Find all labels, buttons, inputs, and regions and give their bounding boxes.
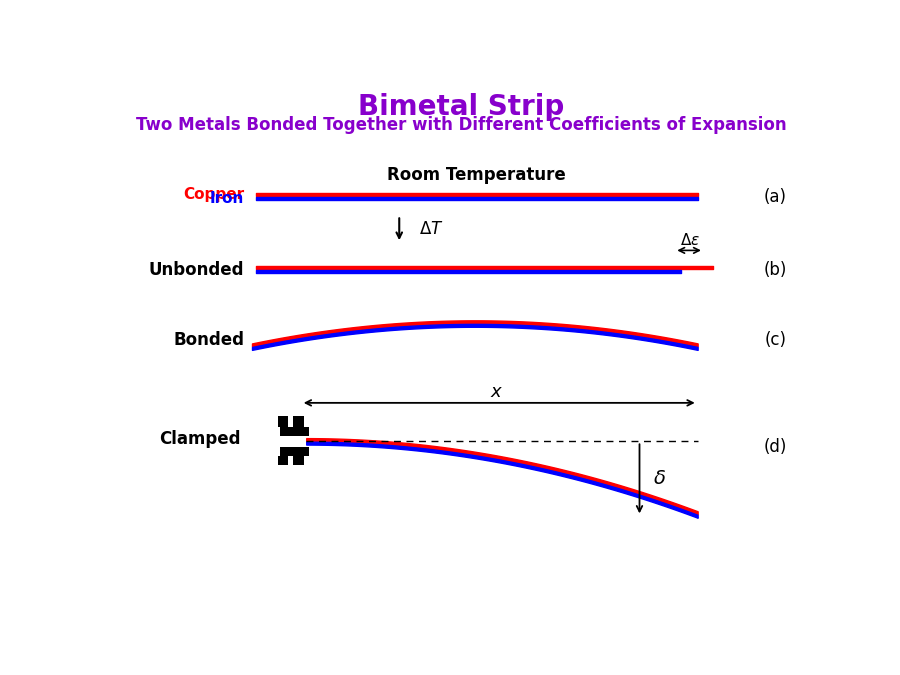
Text: Two Metals Bonded Together with Different Coefficients of Expansion: Two Metals Bonded Together with Differen… <box>136 115 787 134</box>
Text: Room Temperature: Room Temperature <box>387 166 566 184</box>
Text: x: x <box>491 383 501 401</box>
Text: (b): (b) <box>763 261 787 279</box>
Bar <box>280 447 310 456</box>
Text: Copper: Copper <box>183 187 244 202</box>
Bar <box>293 416 304 427</box>
Text: Clamped: Clamped <box>159 430 240 448</box>
Text: (c): (c) <box>764 331 786 349</box>
Text: (d): (d) <box>763 438 787 456</box>
Bar <box>280 427 310 436</box>
Text: Bimetal Strip: Bimetal Strip <box>358 92 564 121</box>
Text: $\delta$: $\delta$ <box>653 469 667 488</box>
Bar <box>277 416 288 427</box>
Text: Unbonded: Unbonded <box>148 261 244 279</box>
Bar <box>277 456 288 465</box>
Text: Bonded: Bonded <box>173 331 244 349</box>
Bar <box>293 456 304 465</box>
Text: $\Delta T$: $\Delta T$ <box>418 220 443 238</box>
Text: (a): (a) <box>763 188 787 205</box>
Text: $\Delta\varepsilon$: $\Delta\varepsilon$ <box>680 232 700 248</box>
Text: Iron: Iron <box>210 191 244 206</box>
